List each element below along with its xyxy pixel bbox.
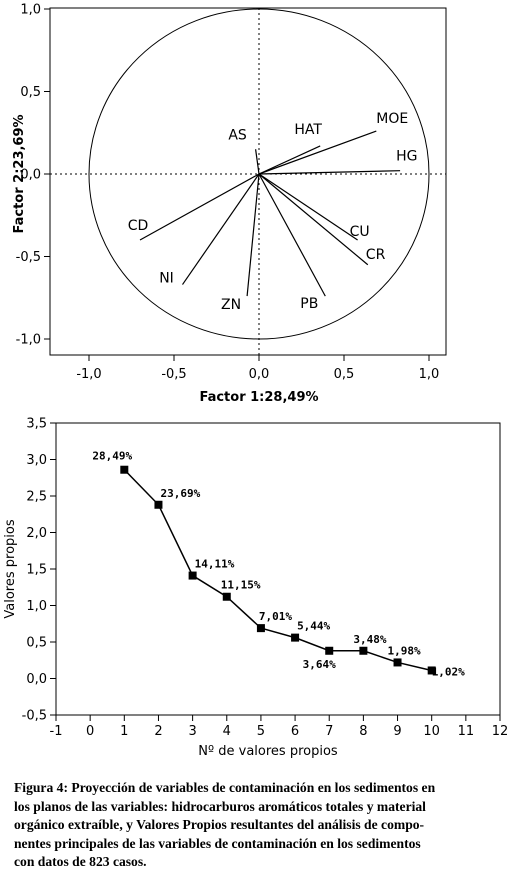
series-line (123, 469, 432, 672)
x-tick-label: 4 (223, 724, 231, 739)
factor-loading-chart: -1,0 -0,5 0,0 0,5 1,0 1,0 0,5 0,0 -0,5 -1,0 Factor… (12, 3, 447, 405)
data-label: 7,01% (259, 610, 292, 623)
loading-label: CR (366, 247, 386, 263)
loading-label: HAT (294, 122, 322, 138)
loading-label: CU (350, 224, 370, 240)
data-label: 3,48% (353, 633, 386, 646)
y-tick-label: 0,0 (20, 168, 41, 183)
y-tick-label: 1,0 (20, 3, 41, 18)
x-tick-label: -1,0 (76, 367, 101, 382)
x-tick-label: -1 (50, 724, 63, 739)
loading-vector (139, 173, 260, 241)
loading-vector (246, 173, 260, 297)
caption-line: los planos de las variables: hidrocarbur… (14, 798, 426, 814)
caption-line: orgánico extraíble, y Valores Propios re… (14, 817, 425, 832)
x-tick-label: 1,0 (419, 367, 440, 382)
data-label: 11,15% (221, 579, 261, 592)
x-tick-label: 12 (492, 724, 509, 739)
x-axis-title: Nº de valores propios (198, 744, 338, 759)
loading-vector (258, 173, 369, 266)
y-tick-label: -0,5 (16, 250, 41, 265)
caption-line: con datos de 823 casos. (14, 854, 147, 869)
data-point (359, 646, 368, 655)
y-tick-label: -1,0 (16, 333, 41, 348)
data-point (325, 646, 334, 655)
loading-label: AS (228, 127, 247, 143)
loading-vector (258, 170, 401, 175)
loading-vector (258, 130, 377, 175)
y-axis-title: Valores propios (3, 519, 18, 618)
y-tick-label: -0,5 (22, 709, 47, 724)
x-tick-label: 2 (154, 724, 162, 739)
loading-label: ZN (221, 297, 241, 313)
data-point (291, 633, 300, 642)
data-point (393, 658, 402, 667)
data-point (154, 500, 163, 509)
x-tick-label: -0,5 (161, 367, 186, 382)
loading-vector (258, 145, 321, 175)
caption-line: Figura 4: Proyección de variables de con… (14, 780, 436, 795)
x-tick-label: 0,0 (249, 367, 270, 382)
data-point (120, 465, 129, 474)
x-tick-label: 8 (359, 724, 367, 739)
y-tick-label: 0,5 (20, 85, 41, 100)
data-point (222, 592, 231, 601)
data-point (427, 666, 436, 675)
caption-line: nentes principales de las variables de c… (14, 835, 421, 851)
y-tick-label: 1,0 (26, 599, 47, 614)
x-tick-label: 5 (257, 724, 265, 739)
x-tick-label: 0,5 (334, 367, 355, 382)
x-tick-label: 11 (458, 724, 475, 739)
loading-vector (255, 149, 260, 175)
figure-caption: Figura 4: Proyección de variables de con… (14, 779, 504, 872)
x-tick-label: 7 (325, 724, 333, 739)
y-tick-label: 2,0 (26, 526, 47, 541)
loading-label: MOE (376, 111, 408, 127)
x-axis-title: Factor 1:28,49% (199, 390, 318, 405)
data-label: 5,44% (297, 620, 330, 633)
x-tick-label: 6 (291, 724, 299, 739)
data-label: 1,02% (432, 665, 465, 678)
loading-label: CD (128, 218, 149, 234)
x-tick-label: 0 (86, 724, 94, 739)
data-label: 3,64% (303, 658, 336, 671)
x-tick-label: 10 (423, 724, 440, 739)
y-axis-title: Factor 2:23,69% (12, 114, 27, 233)
loading-vector (258, 173, 326, 297)
y-tick-label: 3,5 (26, 417, 47, 432)
data-point (188, 571, 197, 580)
loading-label: HG (396, 149, 417, 165)
data-label: 28,49% (92, 450, 132, 463)
x-tick-label: 1 (120, 724, 128, 739)
plot-frame (49, 7, 447, 356)
loading-vector (182, 173, 260, 285)
y-tick-label: 0,5 (26, 636, 47, 651)
y-tick-label: 3,0 (26, 453, 47, 468)
eigenvalue-scree-chart: -1 0 1 2 3 4 5 6 7 8 9 10 11 123,53,02,52,01,51,00,50… (3, 417, 509, 760)
y-tick-label: 1,5 (26, 563, 47, 578)
data-label: 23,69% (160, 487, 200, 500)
y-tick-label: 0,0 (26, 672, 47, 687)
y-tick-label: 2,5 (26, 490, 47, 505)
data-label: 14,11% (195, 558, 235, 571)
loading-vector (258, 173, 358, 241)
data-point (256, 624, 265, 633)
x-tick-label: 3 (188, 724, 196, 739)
x-tick-label: 9 (393, 724, 401, 739)
loading-label: NI (159, 271, 174, 287)
data-label: 1,98% (388, 644, 421, 657)
loading-label: PB (300, 296, 318, 312)
